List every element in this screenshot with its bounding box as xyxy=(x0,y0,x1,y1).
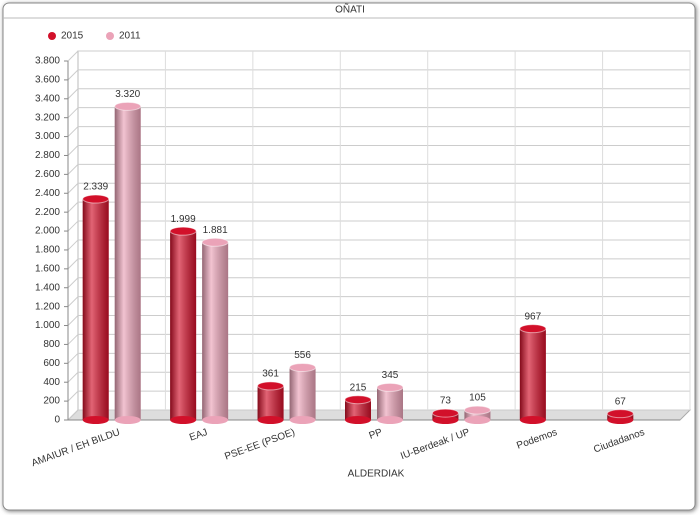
bar-shade xyxy=(257,385,284,420)
y-tick-label: 3.000 xyxy=(35,131,60,142)
bar-top xyxy=(257,381,285,391)
grid-line-side xyxy=(67,126,79,137)
y-tick-label: 200 xyxy=(43,396,60,407)
grid-line-side xyxy=(67,239,79,251)
legend-marker xyxy=(48,32,56,40)
grid-line-side xyxy=(67,371,79,383)
grid-line-side xyxy=(67,315,79,326)
bar-base xyxy=(82,416,109,424)
y-tick-label: 2.200 xyxy=(35,207,60,218)
y-tick-label: 2.600 xyxy=(35,169,60,180)
y-tick-label: 1.400 xyxy=(35,282,60,293)
bar-shade xyxy=(170,231,197,420)
value-label: 73 xyxy=(440,396,452,407)
grid-line-side xyxy=(67,50,79,62)
legend-label: 2011 xyxy=(119,31,141,42)
y-tick-label: 3.200 xyxy=(35,112,60,123)
value-label: 3.320 xyxy=(115,89,140,100)
grid-line-side xyxy=(67,220,79,232)
grid-line-side xyxy=(67,409,79,421)
grid-line-side xyxy=(67,201,79,213)
bar-base xyxy=(464,416,491,424)
value-label: 1.881 xyxy=(203,225,228,236)
value-label: 361 xyxy=(262,369,279,380)
grid-line-side xyxy=(67,88,79,100)
y-tick-label: 0 xyxy=(54,415,60,426)
y-tick-label: 800 xyxy=(43,339,60,350)
value-label: 345 xyxy=(382,370,399,381)
bar-top xyxy=(169,226,197,236)
grid-line-side xyxy=(67,182,79,194)
bar-shade xyxy=(114,106,141,421)
grid-line-side xyxy=(67,107,79,119)
grid-line-side xyxy=(67,296,79,307)
grid-line-side xyxy=(67,352,79,364)
value-label: 967 xyxy=(525,311,542,322)
chart-title: OÑATI xyxy=(335,3,365,16)
bar-base xyxy=(170,416,197,424)
bar-base xyxy=(607,416,634,424)
bar-top xyxy=(201,237,229,247)
bar-base xyxy=(377,416,403,424)
x-tick-label: PP xyxy=(368,427,385,442)
bar-top xyxy=(82,194,110,204)
legend-marker xyxy=(106,32,114,40)
y-tick-label: 400 xyxy=(43,377,60,388)
bar-base xyxy=(257,416,284,424)
value-label: 105 xyxy=(469,393,486,404)
y-tick-label: 1.000 xyxy=(35,320,60,331)
grid-line-side xyxy=(67,164,79,175)
bar-base xyxy=(289,416,316,424)
y-tick-label: 2.800 xyxy=(35,150,60,161)
grid-line-side xyxy=(67,145,79,156)
y-tick-label: 2.400 xyxy=(35,188,60,199)
bar-shade xyxy=(345,399,371,420)
bar-top xyxy=(114,101,142,111)
y-tick-label: 3.400 xyxy=(35,93,60,104)
bar-shade xyxy=(519,328,546,420)
y-tick-label: 600 xyxy=(43,358,60,369)
bar-top xyxy=(344,395,372,405)
bar-shade xyxy=(377,387,403,420)
grid-line-side xyxy=(67,69,79,81)
value-label: 1.999 xyxy=(171,214,196,225)
bar-top xyxy=(519,324,547,334)
bar-top xyxy=(431,408,459,418)
bar-top xyxy=(606,409,634,419)
value-label: 556 xyxy=(294,350,311,361)
grid-line-side xyxy=(67,334,79,345)
value-label: 67 xyxy=(615,396,627,407)
bar-base xyxy=(202,416,229,424)
y-tick-label: 3.600 xyxy=(35,75,60,86)
y-tick-label: 1.600 xyxy=(35,263,60,274)
y-tick-label: 1.200 xyxy=(35,301,60,312)
grid-line-side xyxy=(67,258,79,270)
bar-shade xyxy=(464,410,491,420)
bar-base xyxy=(345,416,371,424)
value-label: 215 xyxy=(350,382,367,393)
bar-top xyxy=(463,405,491,415)
bar-shade xyxy=(202,242,229,420)
legend-label: 2015 xyxy=(61,31,84,42)
bar-shade xyxy=(289,367,316,420)
value-label: 2.339 xyxy=(83,182,108,193)
bar-base xyxy=(114,416,141,424)
x-axis-title: ALDERDIAK xyxy=(348,469,405,480)
bar-base xyxy=(432,416,459,424)
y-tick-label: 1.800 xyxy=(35,245,60,256)
grid-line-side xyxy=(67,390,79,402)
y-tick-label: 3.800 xyxy=(35,56,60,67)
grid-line-side xyxy=(67,277,79,289)
bar-top xyxy=(376,382,404,392)
y-tick-label: 2.000 xyxy=(35,226,60,237)
bar-base xyxy=(519,416,546,424)
bar-shade xyxy=(82,199,109,420)
bar-top xyxy=(289,362,317,372)
